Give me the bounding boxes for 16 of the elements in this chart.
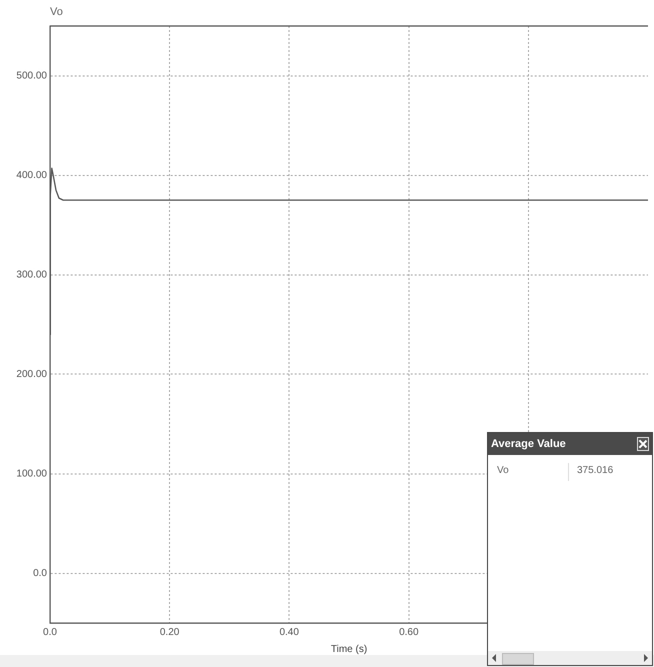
annotation: Vo: [497, 465, 509, 476]
x-tick-label: 0.0: [43, 626, 58, 638]
y-tick-label: 200.00: [16, 369, 48, 380]
y-tick-label: 300.00: [16, 270, 48, 280]
y-tick-label: 500.00: [16, 70, 48, 82]
x-tick-label: 0.20: [160, 626, 180, 638]
popup-window: Average Value Vo 375.016: [487, 432, 653, 666]
y-tick-label: 400.00: [16, 170, 48, 181]
annotation: 375.016: [577, 465, 614, 476]
x-tick-label: 0.60: [399, 626, 419, 638]
x-tick-label: 0.40: [279, 626, 300, 638]
y-tick-label: 0.0: [33, 568, 48, 579]
y-tick-label: 100.00: [16, 468, 48, 480]
annotation: Average Value: [491, 438, 566, 450]
x-axis-title: Time (s): [330, 644, 368, 655]
y-axis-title: Vo: [50, 6, 63, 18]
